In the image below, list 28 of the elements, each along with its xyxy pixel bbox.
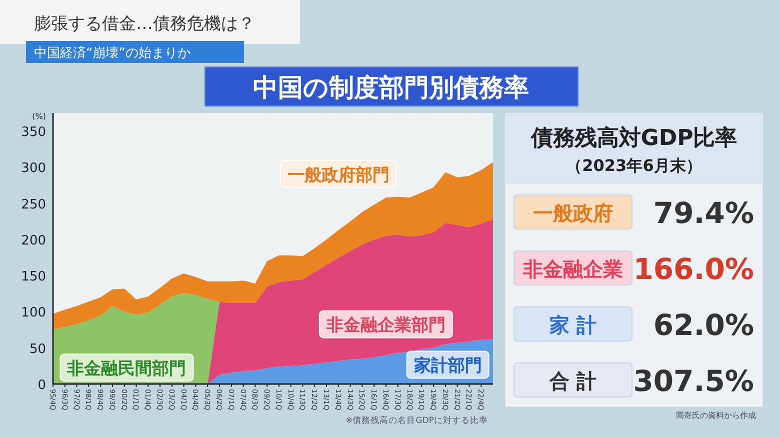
text: ※債務残高の名目GDPに対する比率: [346, 415, 488, 426]
text: （2023年6月末）: [566, 156, 702, 175]
category-label: 合 計: [548, 369, 596, 393]
y-tick-label: 300: [21, 161, 46, 176]
category-label: 非金融企業: [522, 257, 623, 281]
text: 166.0%: [633, 252, 754, 286]
y-axis-title: (%): [32, 112, 46, 121]
series-label: 非金融民間部門: [66, 359, 186, 380]
category-label: 一般政府: [533, 201, 613, 225]
text: 債務残高対GDP比率: [530, 125, 738, 151]
chart-title: 中国の制度部門別債務率: [253, 73, 529, 102]
series-label: 非金融企業部門: [325, 316, 446, 336]
y-tick-label: 350: [21, 125, 46, 140]
category-label: 家 計: [548, 313, 596, 337]
y-tick-label: 150: [21, 270, 46, 285]
y-tick-label: 0: [38, 378, 46, 393]
series-label: 家計部門: [412, 356, 482, 376]
text: 62.0%: [653, 308, 754, 342]
text: 中国経済“崩壊”の始まりか: [34, 45, 190, 61]
text: 岡嵜氏の資料から作成: [676, 411, 756, 420]
y-tick-label: 200: [21, 233, 46, 248]
y-tick-label: 100: [21, 306, 46, 321]
y-tick-label: 50: [29, 342, 46, 357]
text: 307.5%: [633, 364, 754, 398]
series-label: 一般政府部門: [287, 165, 390, 186]
text: 膨張する借金…債務危機は？: [34, 14, 255, 34]
text: 79.4%: [653, 196, 754, 230]
y-tick-label: 250: [21, 197, 46, 212]
